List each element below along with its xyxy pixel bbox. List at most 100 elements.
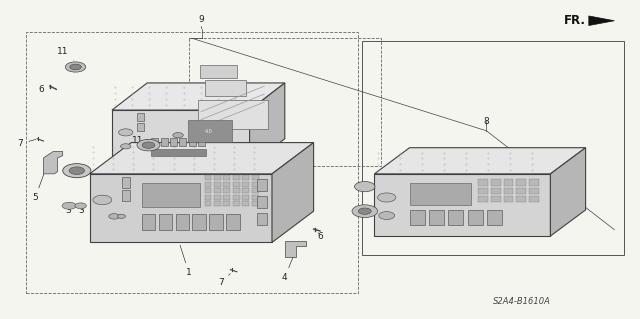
Bar xyxy=(504,180,513,186)
Circle shape xyxy=(109,214,120,219)
Circle shape xyxy=(70,64,81,70)
Bar xyxy=(448,210,463,225)
Bar xyxy=(150,149,205,156)
Bar xyxy=(138,114,144,121)
Bar xyxy=(193,214,205,230)
Bar xyxy=(516,196,526,202)
Bar xyxy=(205,182,211,187)
Bar xyxy=(223,175,230,180)
Circle shape xyxy=(352,205,378,218)
Bar xyxy=(233,201,240,206)
Bar xyxy=(243,195,250,200)
Polygon shape xyxy=(285,241,306,257)
Circle shape xyxy=(65,62,86,72)
Polygon shape xyxy=(589,16,614,26)
Circle shape xyxy=(142,142,155,148)
Circle shape xyxy=(379,211,395,219)
Polygon shape xyxy=(90,174,272,242)
Bar xyxy=(209,214,223,230)
Bar xyxy=(516,180,526,186)
Text: 2: 2 xyxy=(71,165,77,174)
Circle shape xyxy=(137,139,160,151)
Bar xyxy=(205,195,211,200)
Bar xyxy=(233,182,240,187)
Text: 7: 7 xyxy=(218,274,230,287)
Text: FR.: FR. xyxy=(564,14,586,27)
Bar xyxy=(504,188,513,194)
Bar xyxy=(487,210,502,225)
Bar xyxy=(529,196,539,202)
Bar xyxy=(214,195,221,200)
Text: 3: 3 xyxy=(79,203,84,215)
Bar xyxy=(189,38,381,166)
Bar xyxy=(223,195,230,200)
Bar xyxy=(233,195,240,200)
Circle shape xyxy=(118,129,133,136)
Bar xyxy=(529,180,539,186)
Circle shape xyxy=(93,195,112,205)
Text: 4.0: 4.0 xyxy=(204,129,212,134)
Text: 11: 11 xyxy=(57,47,74,60)
Bar xyxy=(243,175,250,180)
Bar xyxy=(198,100,268,129)
Bar xyxy=(141,183,200,207)
Bar xyxy=(243,182,250,187)
Polygon shape xyxy=(90,143,314,174)
Text: 1: 1 xyxy=(180,245,191,277)
Bar xyxy=(529,188,539,194)
Polygon shape xyxy=(374,174,550,236)
Bar xyxy=(122,190,131,201)
Circle shape xyxy=(62,202,76,209)
Text: 10: 10 xyxy=(356,209,368,218)
Bar xyxy=(141,214,155,230)
Bar xyxy=(410,210,424,225)
Bar xyxy=(223,182,230,187)
Text: 3: 3 xyxy=(66,202,71,215)
Circle shape xyxy=(378,193,396,202)
Circle shape xyxy=(69,167,84,174)
Bar xyxy=(223,188,230,193)
Bar xyxy=(252,188,259,193)
Polygon shape xyxy=(44,152,63,174)
Polygon shape xyxy=(550,148,586,236)
Text: 9: 9 xyxy=(199,15,204,29)
Bar xyxy=(491,188,500,194)
Bar xyxy=(468,210,483,225)
Circle shape xyxy=(173,133,183,138)
Polygon shape xyxy=(112,83,285,110)
Bar xyxy=(223,201,230,206)
Bar xyxy=(478,196,488,202)
Polygon shape xyxy=(272,143,314,242)
Circle shape xyxy=(120,144,131,149)
Bar xyxy=(429,210,444,225)
Text: 6: 6 xyxy=(39,85,51,94)
Bar xyxy=(252,175,259,180)
Bar xyxy=(243,188,250,193)
Text: 4: 4 xyxy=(282,253,294,282)
Bar xyxy=(478,180,488,186)
Circle shape xyxy=(118,214,125,219)
Bar xyxy=(161,138,168,146)
Bar xyxy=(205,80,246,96)
Bar xyxy=(122,177,131,188)
Bar xyxy=(362,41,624,255)
Bar xyxy=(188,120,232,142)
Bar xyxy=(151,138,158,146)
Bar xyxy=(205,188,211,193)
Bar xyxy=(205,175,211,180)
Bar xyxy=(478,188,488,194)
Bar xyxy=(227,214,239,230)
Circle shape xyxy=(358,208,371,214)
Text: 7: 7 xyxy=(18,139,36,148)
Bar xyxy=(257,213,268,225)
Bar xyxy=(252,182,259,187)
Circle shape xyxy=(355,182,375,192)
Bar xyxy=(410,183,471,205)
Bar xyxy=(189,138,196,146)
Bar xyxy=(214,201,221,206)
Text: 10: 10 xyxy=(356,182,368,191)
Text: S2A4-B1610A: S2A4-B1610A xyxy=(493,297,550,306)
Bar xyxy=(170,138,177,146)
Text: 5: 5 xyxy=(33,165,47,202)
Polygon shape xyxy=(112,110,250,166)
